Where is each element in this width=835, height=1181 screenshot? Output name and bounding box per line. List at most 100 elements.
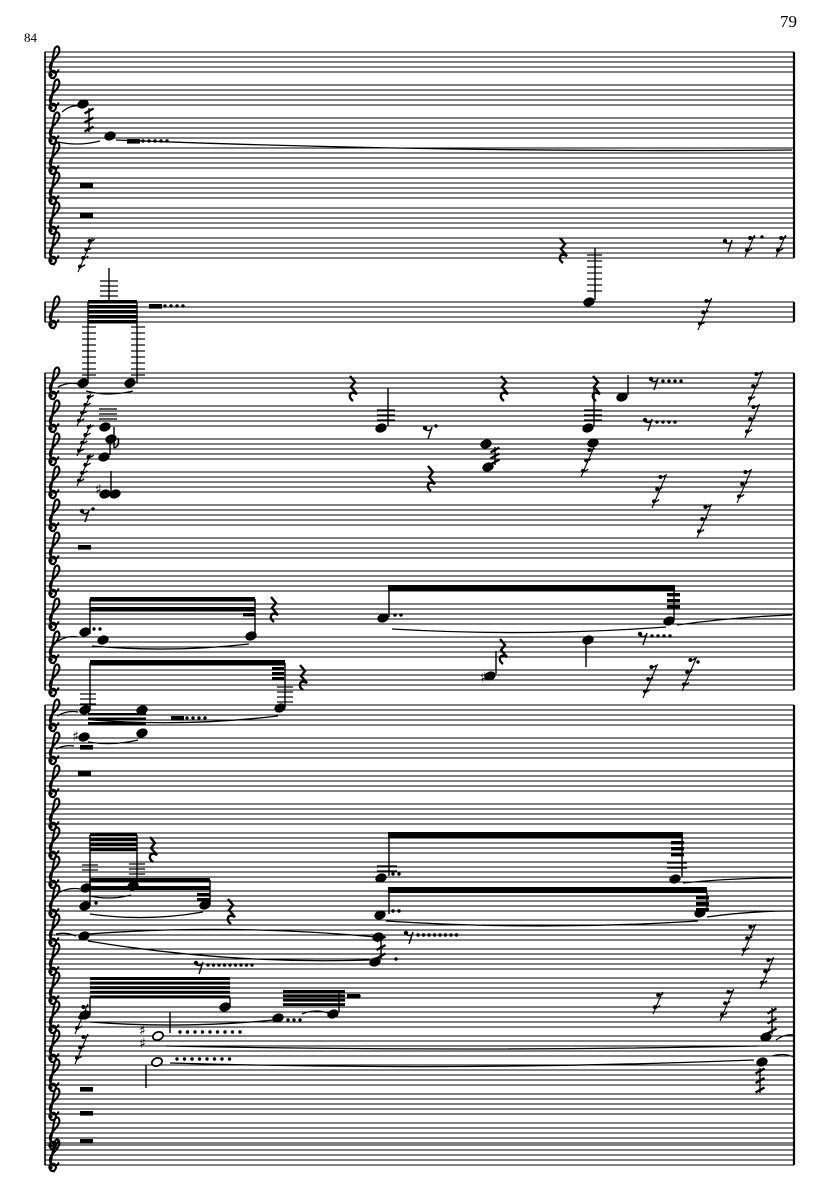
event-notehead bbox=[374, 910, 386, 920]
staff-17 bbox=[45, 630, 794, 665]
event-wrest bbox=[78, 771, 91, 776]
event-qrest bbox=[148, 836, 158, 863]
staff-16 bbox=[45, 597, 794, 632]
staff-4 bbox=[45, 141, 794, 176]
event-reststack bbox=[741, 923, 757, 957]
event-notehead bbox=[97, 635, 109, 645]
treble-clef-icon bbox=[48, 884, 61, 919]
treble-clef-icon bbox=[48, 855, 61, 890]
event-notehead bbox=[582, 423, 594, 433]
treble-clef-icon bbox=[48, 1087, 61, 1122]
treble-clef-icon bbox=[48, 231, 61, 266]
staff-29 bbox=[45, 1000, 794, 1035]
event-wrest bbox=[80, 183, 93, 188]
event-reststack bbox=[744, 403, 761, 439]
event-beamlet bbox=[272, 677, 284, 681]
event-dots bbox=[394, 957, 398, 961]
event-dots bbox=[357, 994, 361, 998]
event-qrest bbox=[498, 638, 508, 665]
event-notehead bbox=[274, 703, 286, 713]
event-notehead bbox=[245, 631, 257, 641]
event-tie bbox=[57, 887, 81, 894]
staff-10 bbox=[45, 399, 794, 434]
event-slur bbox=[91, 643, 250, 650]
staff-34 bbox=[45, 1138, 794, 1173]
event-slur bbox=[115, 139, 793, 152]
treble-clef-icon bbox=[48, 630, 61, 665]
event-beamblock bbox=[90, 660, 285, 666]
event-qrest bbox=[348, 375, 358, 402]
event-beamlet bbox=[197, 893, 210, 897]
event-reststack bbox=[652, 991, 664, 1015]
treble-clef-icon bbox=[48, 764, 61, 799]
staff-11 bbox=[45, 432, 794, 467]
staff-18 bbox=[45, 663, 794, 698]
event-slur bbox=[89, 911, 204, 919]
event-beamlet bbox=[696, 896, 709, 900]
event-beamblock bbox=[90, 878, 210, 890]
event-reststack bbox=[74, 1003, 89, 1035]
staff-8 bbox=[45, 295, 794, 330]
staff-27 bbox=[45, 942, 794, 977]
event-notehead bbox=[756, 1057, 768, 1067]
event-reststack bbox=[775, 234, 787, 258]
event-reststack bbox=[76, 453, 95, 487]
event-dots bbox=[416, 933, 459, 937]
event-notehead bbox=[694, 908, 706, 918]
event-halfnote bbox=[151, 1031, 165, 1041]
staff-6 bbox=[45, 201, 794, 236]
event-dots bbox=[163, 304, 185, 308]
event-dots bbox=[286, 1018, 302, 1022]
event-wrest bbox=[78, 545, 91, 550]
staff-1 bbox=[45, 45, 794, 80]
event-notehead bbox=[99, 422, 111, 432]
event-notehead bbox=[199, 900, 211, 910]
event-dots bbox=[94, 901, 98, 905]
event-beamlet bbox=[197, 898, 210, 902]
staff-22 bbox=[45, 797, 794, 832]
treble-clef-icon bbox=[48, 1029, 61, 1064]
event-rest8 bbox=[722, 238, 733, 253]
event-slur bbox=[165, 1045, 759, 1050]
event-notehead bbox=[480, 439, 492, 449]
event-dots bbox=[393, 613, 403, 617]
staff-20 bbox=[45, 731, 794, 766]
event-notehead bbox=[377, 613, 389, 623]
event-tie bbox=[775, 1034, 795, 1041]
event-notehead bbox=[484, 671, 496, 681]
treble-clef-icon bbox=[48, 366, 61, 401]
event-beamlet bbox=[671, 841, 684, 845]
event-notehead bbox=[77, 378, 89, 388]
event-tie bbox=[61, 105, 79, 113]
staff-7 bbox=[45, 231, 794, 266]
event-qrest bbox=[426, 465, 436, 492]
event-reststack bbox=[76, 393, 95, 427]
event-rest8 bbox=[422, 425, 433, 440]
event-notehead bbox=[124, 378, 136, 388]
staff-3 bbox=[45, 111, 794, 146]
event-slur bbox=[85, 390, 134, 395]
event-lticks bbox=[82, 326, 96, 376]
event-qrest bbox=[269, 596, 279, 623]
svg-text:♯: ♯ bbox=[95, 482, 102, 498]
svg-text:♯: ♯ bbox=[139, 1023, 146, 1039]
event-wrest bbox=[80, 1139, 93, 1144]
treble-clef-icon bbox=[48, 913, 61, 948]
treble-clef-icon bbox=[48, 942, 61, 977]
treble-clef-icon bbox=[48, 826, 61, 861]
event-notehead bbox=[136, 705, 148, 715]
event-flag bbox=[113, 437, 120, 449]
treble-clef-icon bbox=[48, 1058, 61, 1093]
event-reststack bbox=[736, 468, 753, 504]
event-beamblock bbox=[88, 300, 137, 324]
treble-clef-icon bbox=[48, 971, 61, 1006]
treble-clef-icon bbox=[48, 171, 61, 206]
event-notehead bbox=[79, 627, 91, 637]
event-reststack bbox=[747, 370, 764, 406]
event-notehead bbox=[369, 957, 381, 967]
event-lticks bbox=[667, 862, 687, 869]
treble-clef-icon bbox=[48, 663, 61, 698]
event-lticks bbox=[377, 409, 395, 421]
